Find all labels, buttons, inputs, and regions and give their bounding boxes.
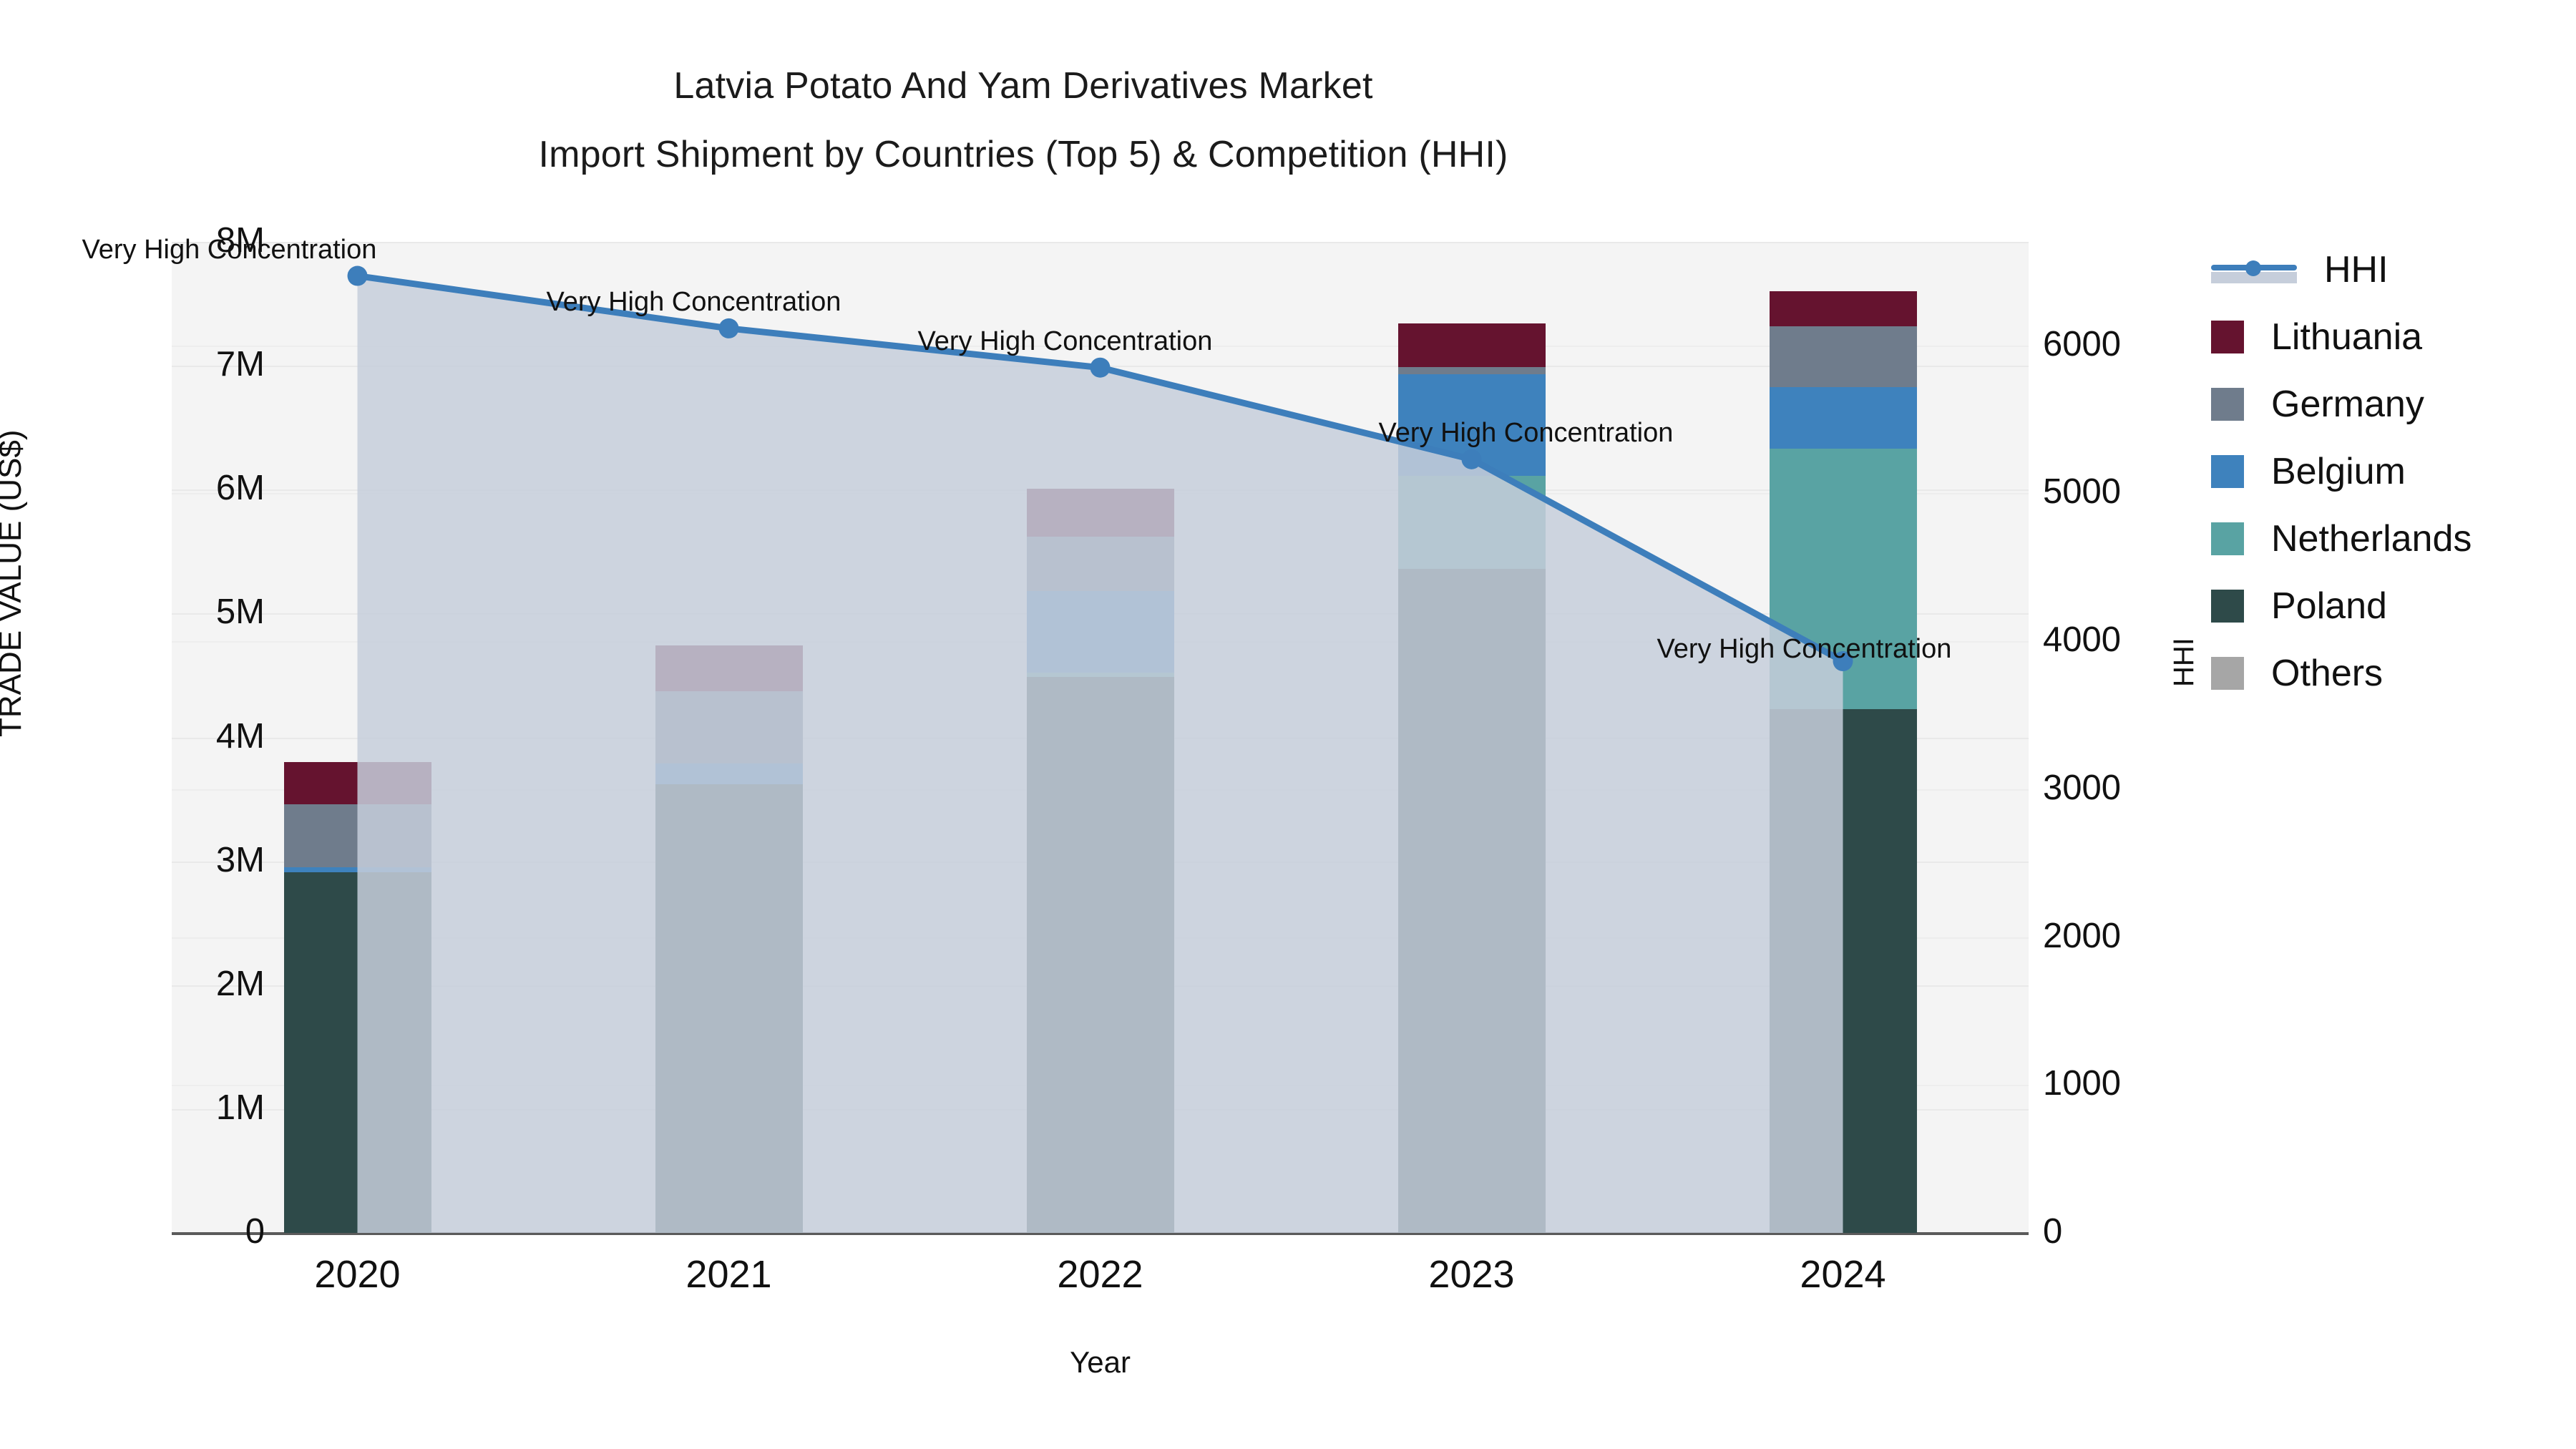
- legend-item-lithuania[interactable]: Lithuania: [2211, 303, 2569, 371]
- y-axis-left-tick-label: 1M: [215, 1088, 265, 1127]
- x-axis-tick-label: 2023: [1428, 1253, 1515, 1296]
- y-axis-left-tick-label: 5M: [215, 592, 265, 632]
- bar-segment[interactable]: [1397, 366, 1546, 375]
- hhi-area-fill: [357, 275, 1843, 1233]
- bar-segment[interactable]: [1769, 386, 1917, 449]
- y-axis-left-tick-label: 3M: [215, 840, 265, 879]
- y-axis-left-tick-label: 8M: [215, 221, 265, 260]
- legend-item-netherlands[interactable]: Netherlands: [2211, 505, 2569, 572]
- gridline: [172, 242, 2029, 243]
- legend-item-hhi[interactable]: HHI: [2211, 236, 2569, 303]
- hhi-point-annotation: Very High Concentration: [82, 234, 377, 265]
- legend-item-label: Others: [2271, 653, 2384, 694]
- legend-item-germany[interactable]: Germany: [2211, 371, 2569, 438]
- legend-area-band: [2211, 272, 2297, 283]
- legend-item-belgium[interactable]: Belgium: [2211, 438, 2569, 505]
- legend-item-poland[interactable]: Poland: [2211, 572, 2569, 640]
- hhi-data-point[interactable]: [1833, 651, 1853, 672]
- legend-item-label: HHI: [2324, 249, 2389, 291]
- y-axis-left-tick-label: 0: [245, 1212, 265, 1251]
- hhi-point-annotation: Very High Concentration: [546, 286, 841, 317]
- y-axis-right-tick-label: 4000: [2043, 620, 2122, 660]
- x-axis-line: [172, 1232, 2029, 1235]
- hhi-point-annotation: Very High Concentration: [1378, 417, 1674, 448]
- hhi-data-point[interactable]: [1461, 449, 1482, 469]
- legend-color-swatch: [2211, 321, 2244, 353]
- x-axis-tick-label: 2022: [1057, 1253, 1143, 1296]
- y-axis-left-tick-label: 7M: [215, 345, 265, 384]
- y-axis-right-tick-label: 0: [2043, 1212, 2063, 1251]
- title-line-2: Import Shipment by Countries (Top 5) & C…: [538, 134, 1508, 175]
- hhi-point-annotation: Very High Concentration: [1657, 634, 1952, 665]
- bar-segment[interactable]: [1769, 291, 1917, 326]
- x-axis-label: Year: [1070, 1345, 1131, 1379]
- legend-color-swatch: [2211, 657, 2244, 690]
- legend-item-label: Lithuania: [2271, 316, 2423, 358]
- legend-item-label: Poland: [2271, 585, 2387, 627]
- legend-color-swatch: [2211, 388, 2244, 421]
- y-axis-right-tick-label: 1000: [2043, 1064, 2122, 1103]
- y-axis-right-tick-label: 2000: [2043, 916, 2122, 955]
- x-axis-tick-label: 2021: [686, 1253, 772, 1296]
- hhi-data-point[interactable]: [718, 318, 739, 338]
- legend-item-label: Netherlands: [2271, 518, 2472, 560]
- legend-item-label: Belgium: [2271, 451, 2406, 492]
- gridline-secondary: [172, 345, 2029, 347]
- bar-segment[interactable]: [1397, 323, 1546, 367]
- hhi-line-overlay: [347, 265, 1853, 1233]
- hhi-data-point[interactable]: [347, 265, 368, 286]
- chart-legend: HHI Lithuania Germany Belgium Netherlands Pol…: [2211, 236, 2569, 707]
- y-axis-left-label: TRADE VALUE (US$): [0, 429, 28, 738]
- hhi-data-point[interactable]: [1090, 357, 1111, 378]
- y-axis-left-tick-label: 6M: [215, 469, 265, 508]
- legend-color-swatch: [2211, 455, 2244, 488]
- legend-line-dot: [2245, 260, 2261, 276]
- y-axis-right-tick-label: 5000: [2043, 472, 2122, 512]
- x-axis-tick-label: 2020: [314, 1253, 401, 1296]
- legend-color-swatch: [2211, 590, 2244, 623]
- legend-item-others[interactable]: Others: [2211, 640, 2569, 707]
- y-axis-right-tick-label: 6000: [2043, 324, 2122, 364]
- legend-color-swatch: [2211, 522, 2244, 555]
- title-line-1: Latvia Potato And Yam Derivatives Market: [673, 65, 1373, 107]
- bar-segment[interactable]: [1769, 326, 1917, 387]
- y-axis-left-tick-label: 4M: [215, 716, 265, 756]
- x-axis-tick-label: 2024: [1800, 1253, 1886, 1296]
- hhi-point-annotation: Very High Concentration: [917, 326, 1213, 356]
- y-axis-left-tick-label: 2M: [215, 964, 265, 1003]
- legend-item-label: Germany: [2271, 384, 2424, 425]
- chart-title: Latvia Potato And Yam Derivatives Market…: [0, 52, 2046, 189]
- legend-line-marker-icon: [2211, 253, 2297, 286]
- y-axis-right-tick-label: 3000: [2043, 768, 2122, 807]
- y-axis-right-label: HHI: [2168, 638, 2200, 687]
